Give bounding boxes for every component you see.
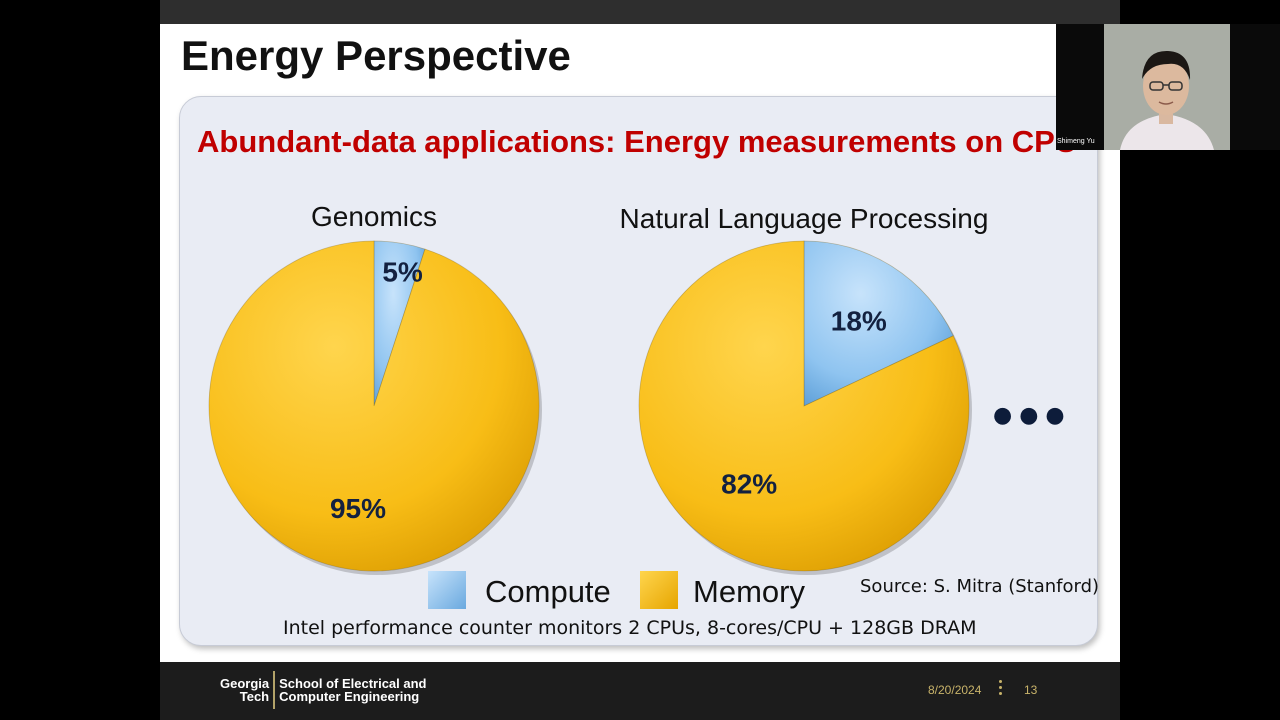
participant-name: Shimeng Yu bbox=[1057, 138, 1095, 145]
slide: Energy Perspective Abundant-data applica… bbox=[160, 24, 1120, 662]
person-silhouette bbox=[1120, 50, 1214, 150]
slide-subtitle: Abundant-data applications: Energy measu… bbox=[197, 124, 1078, 159]
georgia-tech-logo: Georgia Tech School of Electrical and Co… bbox=[220, 671, 427, 709]
pie-1-title: Genomics bbox=[311, 201, 437, 232]
legend-label-compute: Compute bbox=[485, 574, 611, 609]
logo-gt-text: Georgia Tech bbox=[220, 676, 270, 704]
pie-2-label-memory: 82% bbox=[721, 468, 777, 499]
webcam-video-tile[interactable]: Shimeng Yu bbox=[1056, 24, 1280, 150]
pie-2-label-compute: 18% bbox=[831, 306, 887, 337]
presentation-top-bar bbox=[160, 0, 1120, 24]
slide-footer: Georgia Tech School of Electrical and Co… bbox=[160, 662, 1120, 720]
pie-2-slice-compute bbox=[803, 240, 954, 407]
legend-label-memory: Memory bbox=[693, 574, 805, 609]
pie-charts: Genomics 5% 95% Natural Language Processing… bbox=[208, 201, 1099, 639]
pie-2-slice-memory bbox=[638, 240, 970, 572]
logo-school-text: School of Electrical and Computer Engine… bbox=[279, 676, 427, 704]
pie-2-title: Natural Language Processing bbox=[620, 203, 989, 234]
measurement-note: Intel performance counter monitors 2 CPU… bbox=[283, 617, 977, 639]
speaker-video bbox=[1056, 24, 1280, 150]
pie-1-slice-compute bbox=[373, 240, 426, 407]
logo-school-name: School of Electrical and Computer Engine… bbox=[279, 677, 426, 703]
legend-swatch-compute bbox=[428, 571, 466, 609]
slide-title: Energy Perspective bbox=[181, 32, 571, 79]
footer-separator bbox=[999, 680, 1003, 702]
logo-divider bbox=[273, 671, 276, 709]
pie-1-label-compute: 5% bbox=[382, 257, 423, 288]
logo-georgia-tech: Georgia Tech bbox=[220, 677, 269, 703]
more-ellipsis: ● ● ● bbox=[993, 403, 1065, 428]
pie-1-slice-memory bbox=[208, 240, 540, 572]
legend-swatch-memory bbox=[640, 571, 678, 609]
slide-date: 8/20/2024 bbox=[928, 683, 982, 697]
source-citation: Source: S. Mitra (Stanford) bbox=[860, 576, 1099, 597]
slide-number: 13 bbox=[1024, 683, 1038, 697]
pie-1-label-memory: 95% bbox=[330, 493, 386, 524]
